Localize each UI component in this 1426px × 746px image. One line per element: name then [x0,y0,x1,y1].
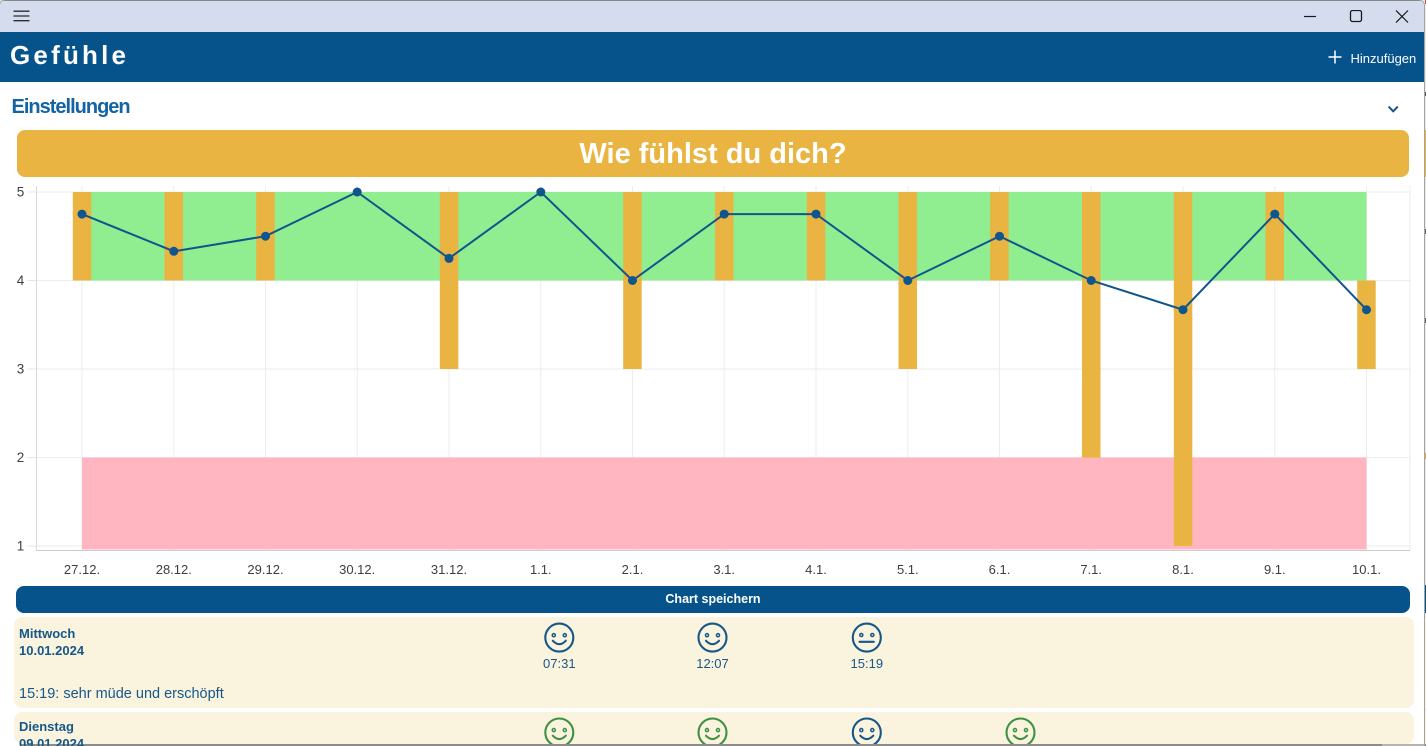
svg-text:1: 1 [17,538,25,553]
svg-text:31.12.: 31.12. [431,562,467,577]
svg-text:29.12.: 29.12. [247,562,283,577]
svg-text:6.1.: 6.1. [989,562,1011,577]
svg-text:1.1.: 1.1. [530,562,552,577]
svg-text:5: 5 [17,184,25,199]
svg-text:27.12.: 27.12. [64,562,100,577]
svg-text:3: 3 [17,361,25,376]
svg-text:8.1.: 8.1. [1172,562,1194,577]
svg-text:28.12.: 28.12. [156,562,192,577]
svg-text:7.1.: 7.1. [1080,562,1102,577]
svg-text:4.1.: 4.1. [805,562,827,577]
svg-text:9.1.: 9.1. [1264,562,1286,577]
svg-text:2.1.: 2.1. [622,562,644,577]
svg-text:5.1.: 5.1. [897,562,919,577]
svg-text:4: 4 [17,273,25,288]
svg-text:10.1.: 10.1. [1352,562,1381,577]
svg-text:2: 2 [17,450,25,465]
svg-text:3.1.: 3.1. [713,562,735,577]
svg-text:30.12.: 30.12. [339,562,375,577]
